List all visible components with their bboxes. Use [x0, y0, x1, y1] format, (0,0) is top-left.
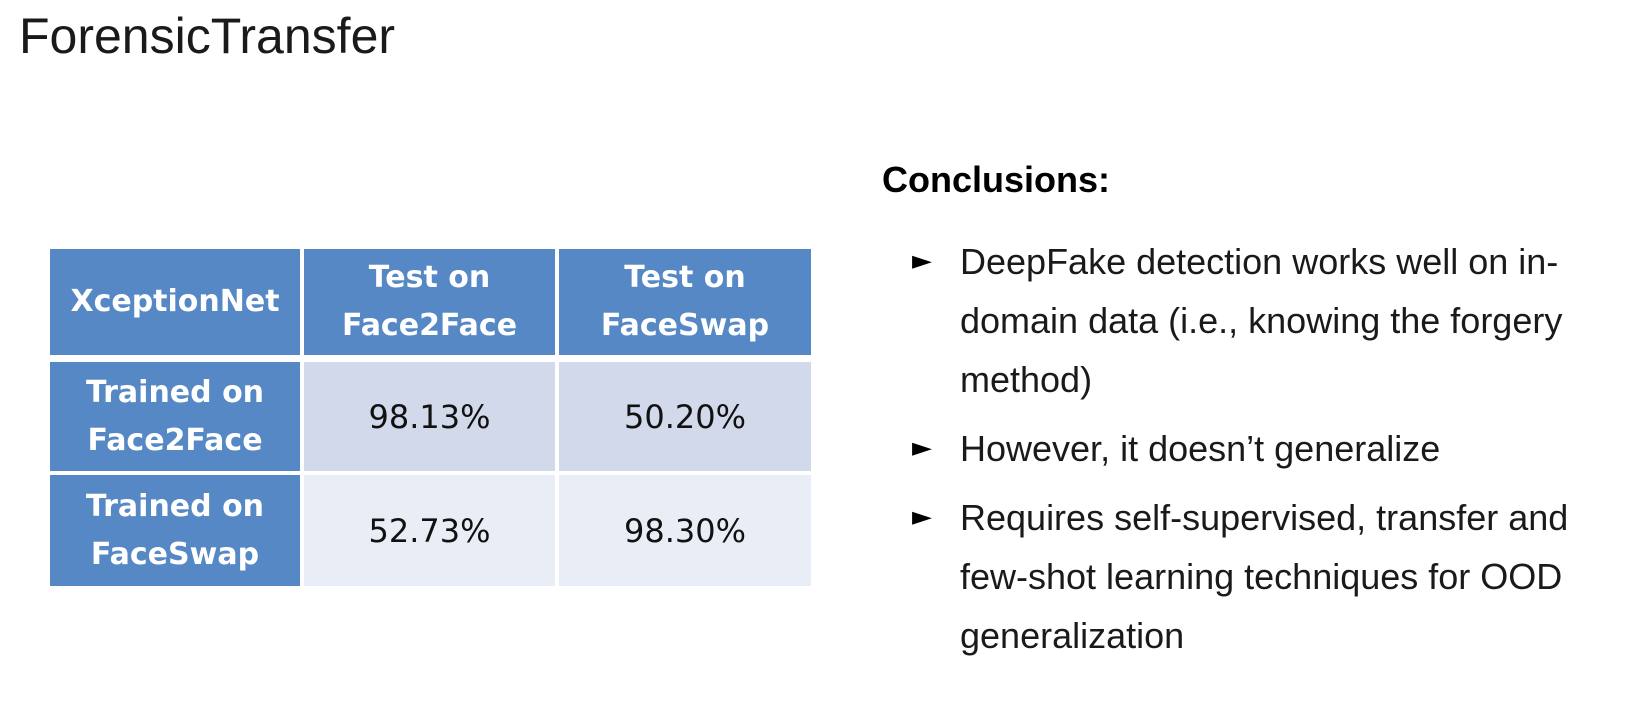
table-row: Trained on Face2Face 98.13% 50.20%: [50, 362, 811, 475]
results-table: XceptionNet Test on Face2Face Test on Fa…: [50, 249, 811, 586]
table-cell: 52.73%: [304, 475, 559, 586]
list-item: ► DeepFake detection works well on in-do…: [882, 232, 1582, 409]
table-cell: 98.13%: [304, 362, 559, 475]
list-item-text: However, it doesn’t generalize: [960, 428, 1441, 469]
table-header-test-faceswap: Test on FaceSwap: [559, 249, 811, 362]
right-triangle-icon: ►: [912, 433, 932, 463]
table-cell: 50.20%: [559, 362, 811, 475]
right-triangle-icon: ►: [912, 502, 932, 532]
conclusions-panel: Conclusions: ► DeepFake detection works …: [882, 152, 1582, 675]
table-header-model: XceptionNet: [50, 249, 304, 362]
table-header-test-face2face: Test on Face2Face: [304, 249, 559, 362]
slide-title: ForensicTransfer: [19, 8, 396, 64]
list-item-text: DeepFake detection works well on in-doma…: [960, 241, 1563, 400]
conclusions-heading: Conclusions:: [882, 159, 1111, 200]
list-item: ► Requires self-supervised, transfer and…: [882, 488, 1582, 665]
table-row: Trained on FaceSwap 52.73% 98.30%: [50, 475, 811, 586]
list-item: ► However, it doesn’t generalize: [882, 419, 1582, 478]
list-item-text: Requires self-supervised, transfer and f…: [960, 497, 1569, 656]
table-header-row: XceptionNet Test on Face2Face Test on Fa…: [50, 249, 811, 362]
conclusions-list: ► DeepFake detection works well on in-do…: [882, 232, 1582, 665]
row-label-trained-face2face: Trained on Face2Face: [50, 362, 304, 475]
row-label-trained-faceswap: Trained on FaceSwap: [50, 475, 304, 586]
table-cell: 98.30%: [559, 475, 811, 586]
right-triangle-icon: ►: [912, 246, 932, 276]
